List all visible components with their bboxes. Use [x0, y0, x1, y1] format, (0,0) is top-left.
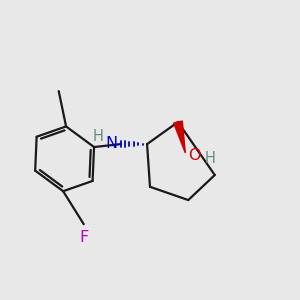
- Text: O: O: [188, 148, 201, 163]
- Text: H: H: [205, 151, 215, 166]
- Text: H: H: [93, 129, 104, 144]
- Text: F: F: [79, 230, 88, 244]
- Text: N: N: [106, 136, 118, 151]
- Polygon shape: [174, 121, 185, 153]
